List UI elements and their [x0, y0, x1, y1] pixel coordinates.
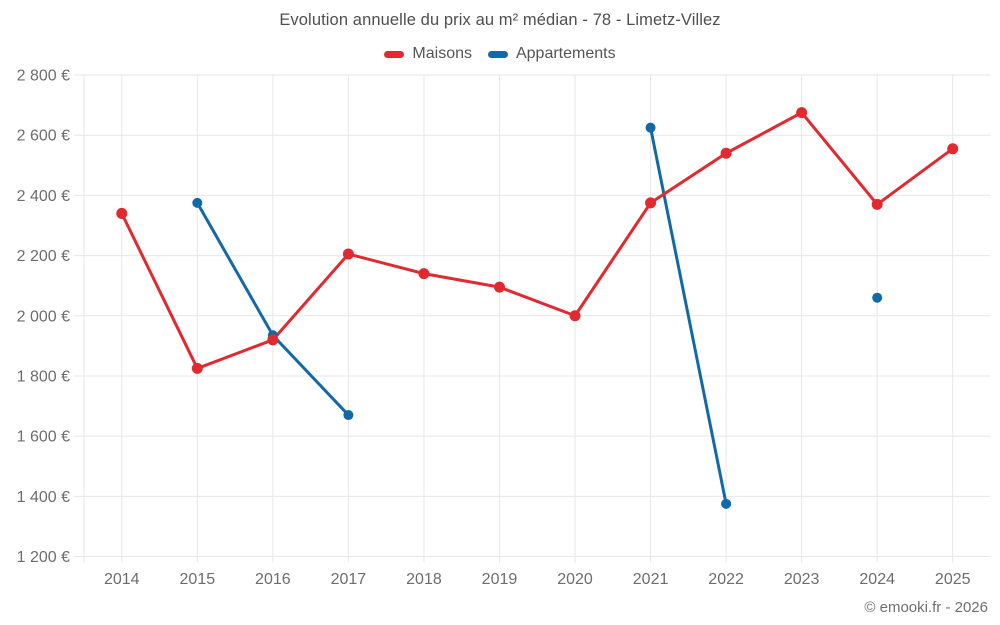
y-tick-label: 2 600 € [17, 128, 70, 145]
data-point-maisons[interactable] [267, 334, 279, 346]
y-tick-label: 2 800 € [17, 68, 70, 85]
data-point-maisons[interactable] [947, 143, 959, 155]
x-tick-label: 2016 [255, 571, 291, 588]
data-point-appartements[interactable] [192, 197, 203, 208]
appartements-series-swatch-icon [487, 50, 508, 58]
data-point-maisons[interactable] [645, 197, 657, 209]
data-point-appartements[interactable] [343, 410, 354, 421]
x-tick-label: 2022 [708, 571, 744, 588]
data-point-appartements[interactable] [645, 122, 656, 133]
x-tick-label: 2015 [180, 571, 216, 588]
data-point-maisons[interactable] [116, 207, 128, 219]
legend-label-appartements: Appartements [515, 45, 616, 62]
series-line-maisons [120, 111, 955, 370]
legend-label-maisons: Maisons [412, 45, 472, 62]
data-point-maisons[interactable] [569, 310, 581, 322]
chart-legend: Maisons Appartements [0, 45, 1000, 63]
data-point-maisons[interactable] [871, 198, 883, 210]
x-tick-label: 2018 [406, 571, 442, 588]
x-tick-label: 2023 [784, 571, 820, 588]
y-tick-label: 1 200 € [17, 549, 70, 566]
maisons-series-swatch-icon [384, 50, 405, 58]
data-point-maisons[interactable] [342, 248, 354, 260]
x-tick-label: 2024 [859, 571, 895, 588]
y-tick-label: 2 200 € [17, 248, 70, 265]
copyright-text: © emooki.fr - 2026 [864, 599, 988, 616]
x-tick-label: 2025 [935, 571, 971, 588]
x-tick-label: 2021 [633, 571, 669, 588]
y-tick-label: 1 800 € [17, 368, 70, 385]
data-point-maisons[interactable] [796, 107, 808, 119]
y-tick-label: 2 000 € [17, 308, 70, 325]
x-tick-label: 2014 [104, 571, 140, 588]
y-tick-label: 2 400 € [17, 188, 70, 205]
data-point-maisons[interactable] [418, 268, 430, 280]
data-point-maisons[interactable] [493, 281, 505, 293]
legend-item-appartements[interactable]: Appartements [487, 45, 616, 63]
y-tick-label: 1 600 € [17, 429, 70, 446]
data-point-appartements[interactable] [872, 292, 883, 303]
data-point-appartements[interactable] [721, 498, 732, 509]
data-point-maisons[interactable] [720, 147, 732, 159]
legend-item-maisons[interactable]: Maisons [384, 45, 472, 63]
x-tick-label: 2017 [331, 571, 367, 588]
y-tick-label: 1 400 € [17, 489, 70, 506]
x-tick-label: 2020 [557, 571, 593, 588]
series-line-appartements [649, 126, 728, 506]
chart-title: Evolution annuelle du prix au m² médian … [279, 11, 721, 29]
x-tick-label: 2019 [482, 571, 518, 588]
data-point-maisons[interactable] [191, 362, 203, 374]
